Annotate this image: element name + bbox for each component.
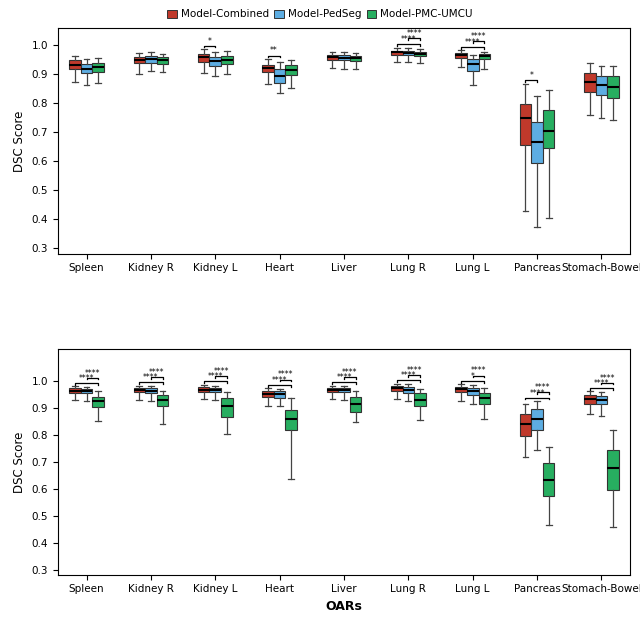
PathPatch shape bbox=[607, 450, 619, 490]
Text: ****: **** bbox=[336, 373, 352, 382]
PathPatch shape bbox=[391, 50, 403, 55]
Text: *: * bbox=[207, 37, 211, 45]
PathPatch shape bbox=[338, 388, 350, 392]
Text: *: * bbox=[529, 71, 533, 80]
Text: ****: **** bbox=[79, 374, 94, 383]
Text: ****: **** bbox=[471, 32, 486, 41]
PathPatch shape bbox=[531, 122, 543, 162]
PathPatch shape bbox=[81, 64, 92, 73]
PathPatch shape bbox=[92, 63, 104, 72]
PathPatch shape bbox=[531, 409, 543, 430]
Text: ****: **** bbox=[600, 374, 615, 383]
PathPatch shape bbox=[274, 69, 285, 83]
Text: ****: **** bbox=[401, 371, 416, 380]
Text: ****: **** bbox=[84, 369, 100, 378]
Text: ****: **** bbox=[149, 368, 164, 377]
PathPatch shape bbox=[326, 55, 338, 60]
Text: ****: **** bbox=[471, 366, 486, 376]
PathPatch shape bbox=[326, 388, 338, 392]
PathPatch shape bbox=[350, 55, 362, 61]
PathPatch shape bbox=[596, 75, 607, 95]
Text: ****: **** bbox=[535, 383, 550, 392]
PathPatch shape bbox=[145, 56, 157, 63]
Text: ****: **** bbox=[401, 35, 416, 44]
PathPatch shape bbox=[262, 65, 274, 72]
Text: **: ** bbox=[270, 47, 278, 55]
PathPatch shape bbox=[455, 387, 467, 392]
Text: ****: **** bbox=[213, 367, 229, 376]
PathPatch shape bbox=[584, 396, 596, 404]
PathPatch shape bbox=[285, 65, 297, 75]
PathPatch shape bbox=[198, 388, 209, 392]
Legend: Model-Combined, Model-PedSeg, Model-PMC-UMCU: Model-Combined, Model-PedSeg, Model-PMC-… bbox=[163, 5, 477, 24]
PathPatch shape bbox=[455, 53, 467, 58]
Y-axis label: DSC Score: DSC Score bbox=[13, 110, 26, 172]
PathPatch shape bbox=[221, 398, 233, 417]
Text: ****: **** bbox=[594, 379, 609, 388]
PathPatch shape bbox=[221, 55, 233, 64]
PathPatch shape bbox=[81, 389, 92, 393]
PathPatch shape bbox=[262, 391, 274, 397]
Text: ****: **** bbox=[342, 368, 358, 377]
PathPatch shape bbox=[69, 60, 81, 69]
PathPatch shape bbox=[584, 73, 596, 92]
X-axis label: OARs: OARs bbox=[326, 600, 362, 613]
PathPatch shape bbox=[285, 411, 297, 430]
PathPatch shape bbox=[198, 53, 209, 62]
PathPatch shape bbox=[543, 110, 554, 148]
PathPatch shape bbox=[92, 397, 104, 407]
Text: *: * bbox=[471, 372, 475, 381]
PathPatch shape bbox=[520, 414, 531, 436]
PathPatch shape bbox=[520, 104, 531, 144]
PathPatch shape bbox=[403, 388, 414, 392]
Text: ****: **** bbox=[406, 366, 422, 375]
PathPatch shape bbox=[467, 59, 479, 72]
PathPatch shape bbox=[467, 388, 479, 395]
Text: ****: **** bbox=[272, 376, 287, 385]
PathPatch shape bbox=[209, 57, 221, 66]
PathPatch shape bbox=[607, 76, 619, 98]
PathPatch shape bbox=[543, 463, 554, 496]
Text: ****: **** bbox=[207, 373, 223, 381]
Text: ****: **** bbox=[143, 373, 159, 382]
Text: ****: **** bbox=[406, 29, 422, 39]
PathPatch shape bbox=[479, 54, 490, 59]
PathPatch shape bbox=[338, 55, 350, 60]
Text: ****: **** bbox=[465, 38, 481, 47]
PathPatch shape bbox=[157, 57, 168, 64]
PathPatch shape bbox=[134, 57, 145, 63]
PathPatch shape bbox=[209, 388, 221, 392]
PathPatch shape bbox=[391, 386, 403, 391]
PathPatch shape bbox=[414, 393, 426, 406]
PathPatch shape bbox=[145, 389, 157, 392]
PathPatch shape bbox=[274, 391, 285, 397]
Y-axis label: DSC Score: DSC Score bbox=[13, 432, 26, 493]
PathPatch shape bbox=[479, 392, 490, 404]
Text: ****: **** bbox=[529, 389, 545, 397]
PathPatch shape bbox=[414, 52, 426, 56]
PathPatch shape bbox=[157, 396, 168, 406]
PathPatch shape bbox=[69, 388, 81, 392]
Text: ****: **** bbox=[278, 371, 293, 379]
PathPatch shape bbox=[596, 396, 607, 404]
PathPatch shape bbox=[403, 51, 414, 55]
PathPatch shape bbox=[134, 388, 145, 392]
PathPatch shape bbox=[350, 397, 362, 412]
